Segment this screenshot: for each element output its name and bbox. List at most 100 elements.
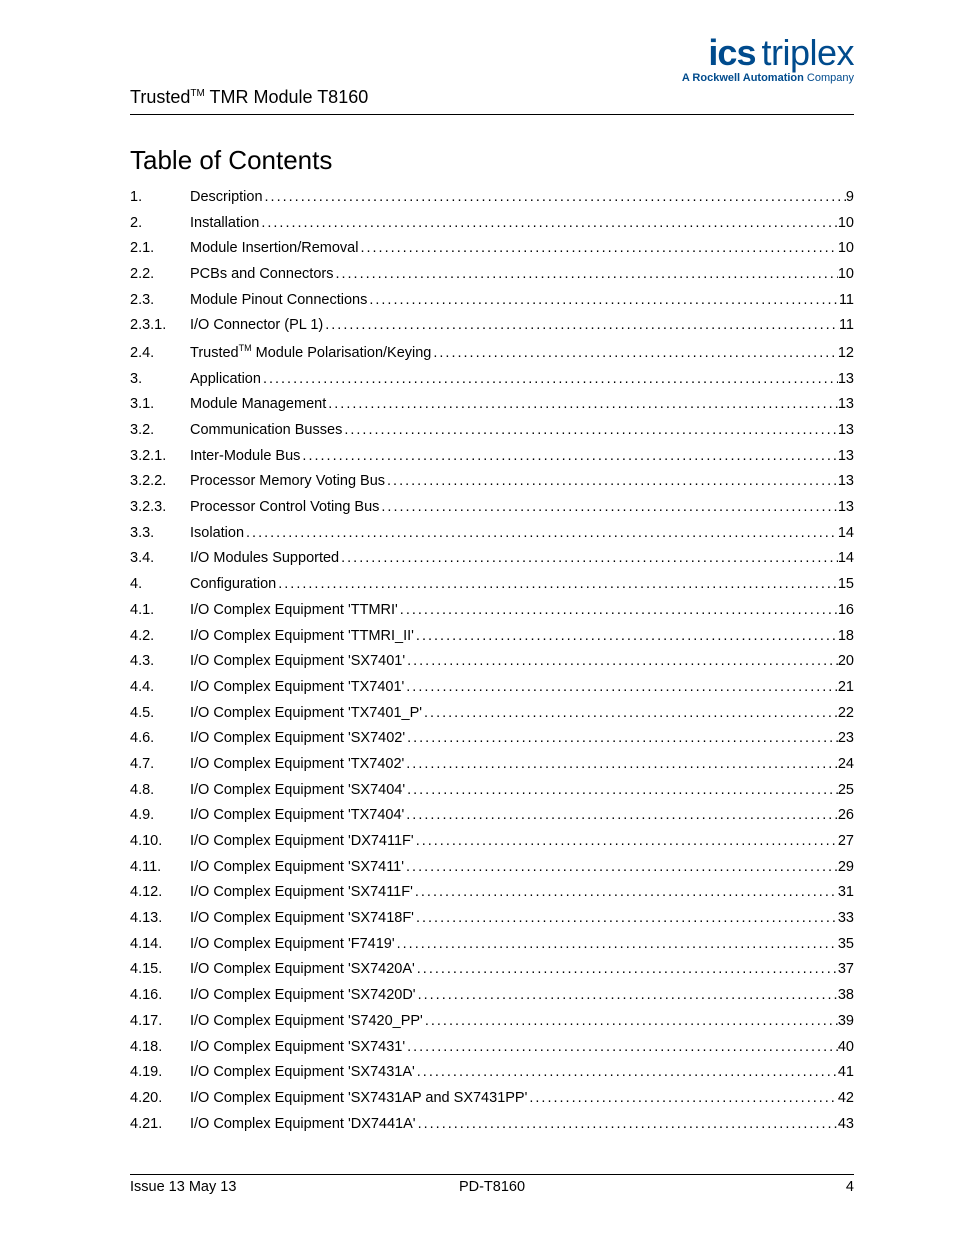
toc-number: 3.4. xyxy=(130,551,190,566)
toc-page: 39 xyxy=(838,1014,854,1029)
footer-page-number: 4 xyxy=(613,1179,854,1195)
toc-label: Module Pinout Connections xyxy=(190,293,367,308)
toc-row: 3.2.2.Processor Memory Voting Bus13 xyxy=(130,474,854,489)
toc-leader xyxy=(415,962,838,977)
toc-number: 4.2. xyxy=(130,629,190,644)
toc-row: 3.3.Isolation14 xyxy=(130,526,854,541)
toc-leader xyxy=(342,423,838,438)
toc-row: 4.20.I/O Complex Equipment 'SX7431AP and… xyxy=(130,1091,854,1106)
product-prefix: Trusted xyxy=(130,87,190,107)
toc-page: 10 xyxy=(838,216,854,231)
toc-number: 4.7. xyxy=(130,757,190,772)
toc-label: PCBs and Connectors xyxy=(190,267,333,282)
toc-leader xyxy=(395,937,838,952)
toc-number: 4.1. xyxy=(130,603,190,618)
toc-label: Processor Memory Voting Bus xyxy=(190,474,385,489)
toc-leader xyxy=(404,808,838,823)
toc-number: 4.20. xyxy=(130,1091,190,1106)
toc-leader xyxy=(339,551,838,566)
toc-leader xyxy=(416,1117,838,1132)
toc-row: 3.2.3.Processor Control Voting Bus13 xyxy=(130,500,854,515)
toc-leader xyxy=(300,449,837,464)
toc-number: 3.2.3. xyxy=(130,500,190,515)
toc-leader xyxy=(379,500,837,515)
toc-label: I/O Complex Equipment 'TX7401' xyxy=(190,680,404,695)
toc-leader xyxy=(261,372,838,387)
toc-page: 10 xyxy=(838,241,854,256)
toc-page: 13 xyxy=(838,397,854,412)
toc-label: I/O Complex Equipment 'SX7404' xyxy=(190,783,405,798)
page-footer: Issue 13 May 13 PD-T8160 4 xyxy=(130,1174,854,1195)
product-suffix: TMR Module T8160 xyxy=(205,87,368,107)
toc-page: 13 xyxy=(838,449,854,464)
toc-number: 4.21. xyxy=(130,1117,190,1132)
toc-label: I/O Complex Equipment 'SX7401' xyxy=(190,654,405,669)
toc-page: 37 xyxy=(838,962,854,977)
toc-page: 18 xyxy=(838,629,854,644)
logo-subline-suffix: Company xyxy=(807,72,854,84)
toc-number: 3.2.1. xyxy=(130,449,190,464)
toc-row: 4.17.I/O Complex Equipment 'S7420_PP'39 xyxy=(130,1014,854,1029)
logo-main: ics triplex xyxy=(682,32,854,74)
toc-page: 22 xyxy=(838,706,854,721)
table-of-contents: 1.Description92.Installation102.1.Module… xyxy=(130,190,854,1131)
toc-leader xyxy=(367,293,839,308)
toc-page: 23 xyxy=(838,731,854,746)
toc-page: 13 xyxy=(838,423,854,438)
toc-page: 35 xyxy=(838,937,854,952)
toc-label: I/O Complex Equipment 'SX7431A' xyxy=(190,1065,415,1080)
tm-mark: TM xyxy=(239,344,252,353)
toc-number: 4.14. xyxy=(130,937,190,952)
toc-leader xyxy=(323,318,839,333)
toc-number: 4.19. xyxy=(130,1065,190,1080)
toc-number: 4.15. xyxy=(130,962,190,977)
toc-leader xyxy=(423,1014,838,1029)
toc-leader xyxy=(244,526,838,541)
toc-number: 3.2.2. xyxy=(130,474,190,489)
toc-label: I/O Complex Equipment 'TX7404' xyxy=(190,808,404,823)
toc-number: 3.2. xyxy=(130,423,190,438)
toc-label: I/O Complex Equipment 'SX7411F' xyxy=(190,885,413,900)
toc-label: I/O Complex Equipment 'SX7418F' xyxy=(190,911,414,926)
toc-row: 4.12.I/O Complex Equipment 'SX7411F'31 xyxy=(130,885,854,900)
toc-row: 3.2.1.Inter-Module Bus13 xyxy=(130,449,854,464)
toc-row: 2.Installation10 xyxy=(130,216,854,231)
toc-row: 4.18.I/O Complex Equipment 'SX7431'40 xyxy=(130,1040,854,1055)
toc-number: 1. xyxy=(130,190,190,205)
company-logo: ics triplex A Rockwell Automation Compan… xyxy=(682,32,854,84)
toc-label-post: Module Polarisation/Keying xyxy=(252,345,432,361)
toc-page: 38 xyxy=(838,988,854,1003)
toc-leader xyxy=(385,474,838,489)
toc-number: 3.1. xyxy=(130,397,190,412)
toc-number: 2.1. xyxy=(130,241,190,256)
toc-label: Module Insertion/Removal xyxy=(190,241,358,256)
toc-leader xyxy=(527,1091,837,1106)
toc-row: 2.4.TrustedTM Module Polarisation/Keying… xyxy=(130,344,854,360)
toc-row: 4.8.I/O Complex Equipment 'SX7404'25 xyxy=(130,783,854,798)
logo-subline-prefix: A Rockwell Automation xyxy=(682,72,807,84)
toc-row: 4.19.I/O Complex Equipment 'SX7431A' 41 xyxy=(130,1065,854,1080)
toc-number: 4.6. xyxy=(130,731,190,746)
logo-subline: A Rockwell Automation Company xyxy=(682,72,854,84)
toc-leader xyxy=(414,834,838,849)
toc-row: 4.21.I/O Complex Equipment 'DX7441A' 43 xyxy=(130,1117,854,1132)
toc-page: 11 xyxy=(839,318,854,333)
toc-page: 20 xyxy=(838,654,854,669)
toc-page: 16 xyxy=(838,603,854,618)
toc-page: 41 xyxy=(838,1065,854,1080)
toc-label: Configuration xyxy=(190,577,276,592)
toc-row: 3.Application13 xyxy=(130,372,854,387)
toc-row: 4.1.I/O Complex Equipment 'TTMRI'16 xyxy=(130,603,854,618)
toc-number: 4.9. xyxy=(130,808,190,823)
toc-label: I/O Complex Equipment 'DX7441A' xyxy=(190,1117,416,1132)
toc-number: 2.3. xyxy=(130,293,190,308)
toc-label: Description xyxy=(190,190,263,205)
toc-leader xyxy=(259,216,838,231)
toc-page: 21 xyxy=(838,680,854,695)
toc-leader xyxy=(404,860,838,875)
toc-number: 2.2. xyxy=(130,267,190,282)
toc-page: 43 xyxy=(838,1117,854,1132)
logo-triplex: triplex xyxy=(761,32,854,74)
toc-leader xyxy=(416,988,838,1003)
toc-page: 33 xyxy=(838,911,854,926)
